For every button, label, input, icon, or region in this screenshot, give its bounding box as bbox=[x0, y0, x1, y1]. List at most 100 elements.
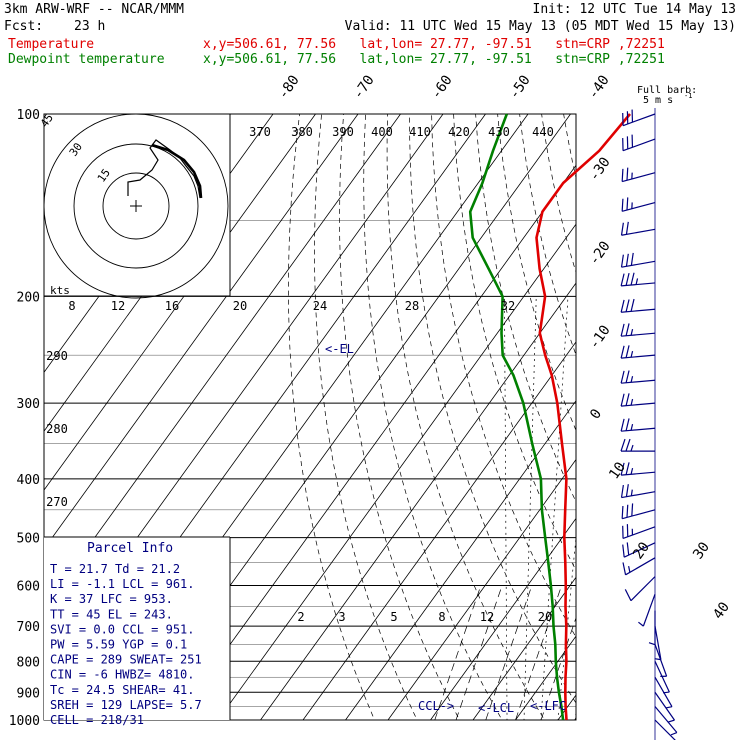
init-time: Init: 12 UTC Tue 14 May 13 bbox=[532, 2, 737, 17]
wind-barb-staff bbox=[621, 379, 656, 384]
parcel-title: Parcel Info bbox=[87, 541, 173, 556]
hodograph-ring-label: 30 bbox=[67, 140, 85, 158]
wind-barb-staff bbox=[622, 138, 656, 152]
wind-barb-flag bbox=[626, 542, 630, 556]
isotherm-label: -70 bbox=[350, 72, 378, 102]
isotherm-line bbox=[44, 114, 359, 550]
isotherm-line bbox=[44, 114, 316, 491]
isotherm-line bbox=[387, 458, 576, 720]
wind-barb-flag bbox=[620, 370, 625, 384]
hodograph-ring-label: 15 bbox=[95, 166, 113, 184]
wind-barb-halfflag bbox=[630, 467, 634, 475]
isotherm-line bbox=[217, 223, 576, 720]
mixing-ratio-line bbox=[540, 616, 576, 720]
moist-adiabat bbox=[523, 296, 537, 720]
parcel-row: K = 37 LFC = 953. bbox=[50, 592, 173, 606]
isotherm-label: -60 bbox=[428, 72, 456, 102]
wind-barb-staff bbox=[654, 644, 668, 677]
wind-barb-staff bbox=[654, 719, 676, 740]
wind-barb-flag bbox=[626, 504, 629, 518]
mixing-ratio-line bbox=[574, 716, 576, 720]
parcel-row: SVI = 0.0 CCL = 951. bbox=[50, 622, 195, 636]
el-annotation: <-EL bbox=[325, 342, 354, 356]
wind-barb-flag bbox=[625, 438, 631, 452]
dry-adiabat bbox=[409, 114, 576, 704]
wind-barb-flag bbox=[620, 254, 624, 268]
wind-barb-staff bbox=[622, 201, 656, 212]
forecast-label: Fcst: bbox=[4, 19, 44, 34]
dry-adiabat-label: 390 bbox=[332, 125, 354, 139]
wind-barb-flag bbox=[620, 299, 625, 313]
temperature-legend-label: Temperature bbox=[8, 37, 95, 52]
wetbulb-label: 16 bbox=[165, 299, 179, 313]
wind-barb-halfflag bbox=[630, 424, 634, 431]
parcel-box-bg bbox=[44, 537, 230, 720]
dry-adiabat bbox=[363, 114, 503, 720]
wind-barb-flag bbox=[625, 345, 630, 358]
dry-adiabat bbox=[453, 114, 576, 571]
pressure-label: 100 bbox=[17, 108, 40, 123]
wind-barb-flag bbox=[630, 272, 635, 286]
wetbulb-label: 12 bbox=[111, 299, 125, 313]
pressure-label: 700 bbox=[17, 620, 40, 635]
parcel-row: LI = -1.1 LCL = 961. bbox=[50, 577, 195, 591]
barb-key-title: Full barb: bbox=[637, 85, 697, 96]
dry-adiabat-label: 430 bbox=[488, 125, 510, 139]
wind-barb-flag bbox=[630, 298, 635, 312]
dewpoint-station-info: x,y=506.61, 77.56 lat,lon= 27.77, -97.51… bbox=[203, 52, 665, 67]
wind-barb-staff bbox=[621, 282, 656, 287]
pressure-label: 200 bbox=[17, 290, 40, 305]
forecast-hour: 23 h bbox=[74, 19, 106, 34]
wind-barb-flag bbox=[620, 273, 625, 287]
parcel-row: CIN = -6 HWBZ= 4810. bbox=[50, 668, 195, 682]
isotherm-line bbox=[44, 114, 401, 609]
wind-barb-flag bbox=[625, 484, 629, 497]
wind-barb-staff bbox=[654, 691, 675, 721]
parcel-row: T = 21.7 Td = 21.2 bbox=[50, 562, 180, 576]
wind-barb-flag bbox=[625, 299, 630, 312]
mixing-ratio-label: 5 bbox=[390, 610, 397, 624]
wind-barb-column bbox=[620, 108, 678, 740]
lfc-annotation: <-LFC bbox=[530, 699, 566, 713]
isotherm-line bbox=[175, 164, 576, 720]
isotherm-label: -10 bbox=[586, 322, 614, 352]
wind-barb-halfflag bbox=[654, 658, 661, 661]
temperature-station-info: x,y=506.61, 77.56 lat,lon= 27.77, -97.51… bbox=[203, 37, 665, 52]
dry-adiabat bbox=[475, 114, 576, 503]
wind-barb-halfflag bbox=[630, 329, 634, 336]
wind-barb-halfflag bbox=[628, 566, 631, 573]
dry-adiabat-label: 420 bbox=[448, 125, 470, 139]
wind-barb-flag bbox=[625, 273, 630, 286]
profile-layer: <-EL CCL-> <-LCL <-LFC bbox=[325, 113, 631, 721]
hodograph-ring bbox=[102, 172, 170, 240]
isotherm-label: -80 bbox=[275, 72, 303, 102]
wind-barb-flag bbox=[625, 370, 630, 383]
isotherm-label: 10 bbox=[606, 459, 629, 482]
wind-barb-flag bbox=[622, 544, 625, 558]
pressure-label: 400 bbox=[17, 473, 40, 488]
isotherm-line bbox=[686, 114, 740, 720]
mixing-ratio-label: 3 bbox=[338, 610, 345, 624]
dewpoint-legend-label: Dewpoint temperature bbox=[8, 52, 165, 67]
wind-barb-flag bbox=[620, 393, 625, 407]
ccl-annotation: CCL-> bbox=[418, 699, 454, 713]
dry-adiabat bbox=[431, 114, 576, 638]
isotherm-label: 20 bbox=[630, 539, 653, 562]
hodograph-ring bbox=[43, 113, 229, 299]
wind-barb-flag bbox=[625, 462, 630, 475]
wind-barb-halfflag bbox=[630, 376, 634, 383]
dry-adiabat bbox=[696, 114, 740, 733]
dry-adiabat-label: 400 bbox=[371, 125, 393, 139]
dry-adiabat-label: 370 bbox=[249, 125, 271, 139]
wind-barb-flag bbox=[620, 438, 626, 452]
wind-barb-flag bbox=[620, 418, 625, 432]
parcel-row: CELL = 218/31 bbox=[50, 713, 144, 727]
dry-adiabat-label: 380 bbox=[291, 125, 313, 139]
pressure-label: 500 bbox=[17, 532, 40, 547]
theta-label: 270 bbox=[46, 495, 68, 509]
dry-adiabat bbox=[718, 114, 740, 733]
isotherm-label: 30 bbox=[690, 539, 713, 562]
valid-time: Valid: 11 UTC Wed 15 May 13 (05 MDT Wed … bbox=[344, 19, 736, 34]
wind-barb-flag bbox=[620, 462, 625, 476]
